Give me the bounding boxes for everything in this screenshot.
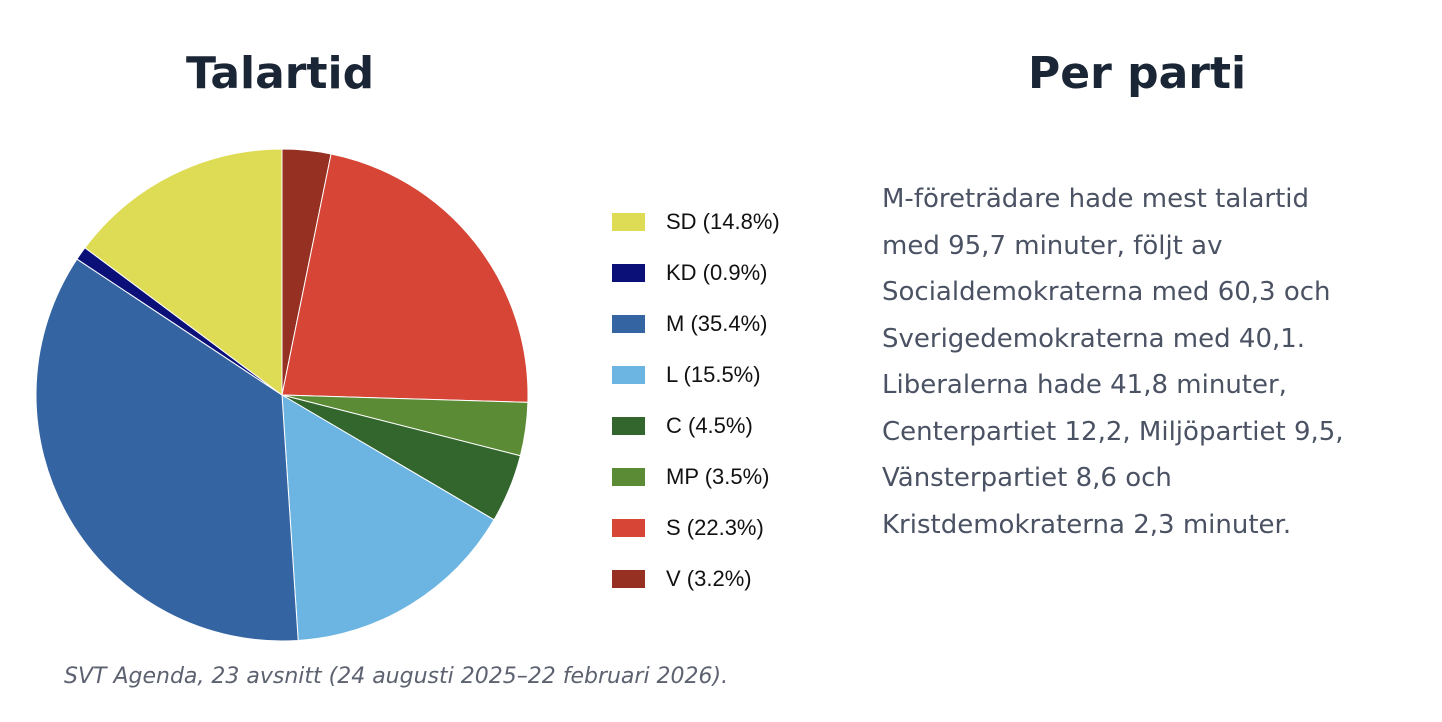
legend-item-mp: MP (3.5%) — [612, 451, 842, 502]
legend-item-sd: SD (14.8%) — [612, 196, 842, 247]
legend-swatch — [612, 518, 645, 537]
legend-label: C (4.5%) — [666, 412, 753, 438]
pie-slice-l — [281, 394, 495, 642]
legend-item-c: C (4.5%) — [612, 400, 842, 451]
legend-swatch — [612, 212, 645, 231]
legend-item-kd: KD (0.9%) — [612, 247, 842, 298]
description-line: Socialdemokraterna med 60,3 och — [882, 277, 1331, 307]
legend-label: S (22.3%) — [666, 514, 764, 540]
description-line: Liberalerna hade 41,8 minuter, — [882, 370, 1287, 400]
legend-swatch — [612, 263, 645, 282]
chart-legend: SD (14.8%) KD (0.9%) M (35.4%) L (15.5%) C (… — [612, 196, 842, 604]
legend-label: M (35.4%) — [666, 310, 768, 336]
pie-slice-s — [281, 153, 529, 403]
legend-label: L (15.5%) — [666, 361, 761, 387]
legend-label: MP (3.5%) — [666, 463, 770, 489]
source-caption: SVT Agenda, 23 avsnitt (24 augusti 2025–… — [64, 664, 729, 689]
description-line: Vänsterpartiet 8,6 och — [882, 463, 1172, 493]
chart-title: Talartid — [186, 48, 375, 99]
legend-item-l: L (15.5%) — [612, 349, 842, 400]
pie-chart — [35, 148, 529, 642]
legend-swatch — [612, 569, 645, 588]
description-line: Centerpartiet 12,2, Miljöpartiet 9,5, — [882, 416, 1344, 447]
legend-swatch — [612, 314, 645, 333]
legend-label: KD (0.9%) — [666, 259, 768, 285]
description-line: Kristdemokraterna 2,3 minuter. — [882, 509, 1292, 540]
side-panel-title: Per parti — [1028, 48, 1247, 99]
legend-item-v: V (3.2%) — [612, 553, 842, 604]
legend-item-m: M (35.4%) — [612, 298, 842, 349]
description-line: med 95,7 minuter, följt av — [882, 230, 1223, 261]
pie-slice-m — [35, 258, 299, 642]
description-line: M-företrädare hade mest talartid — [882, 184, 1310, 214]
legend-item-s: S (22.3%) — [612, 502, 842, 553]
legend-label: V (3.2%) — [666, 565, 752, 591]
description-text: M-företrädare hade mest talartid med 95,7… — [882, 176, 1422, 548]
legend-swatch — [612, 365, 645, 384]
legend-label: SD (14.8%) — [666, 208, 780, 234]
pie-slice-sd — [84, 148, 283, 396]
description-line: Sverigedemokraterna med 40,1. — [882, 323, 1306, 354]
legend-swatch — [612, 416, 645, 435]
legend-swatch — [612, 467, 645, 486]
